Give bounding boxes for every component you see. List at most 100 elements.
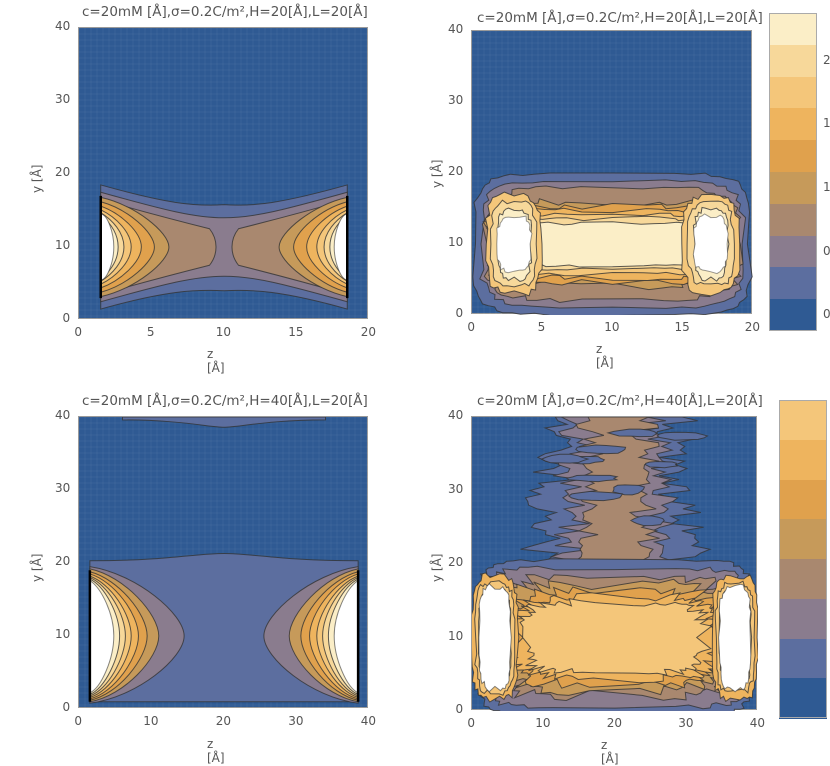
y-tick-label: 0 <box>62 311 71 325</box>
legend-label: 0.25 <box>823 307 830 322</box>
contour-band <box>644 460 679 469</box>
contour-band <box>518 597 713 676</box>
y-axis-label: y [Å] <box>430 159 444 189</box>
y-tick-label: 40 <box>448 408 464 422</box>
y-tick-label: 10 <box>55 627 71 641</box>
y-tick-label: 0 <box>62 700 71 714</box>
contour-plot <box>472 31 753 315</box>
legend-swatch <box>769 172 817 205</box>
y-tick-label: 40 <box>448 22 464 36</box>
legend-swatch <box>779 439 827 480</box>
contour-band <box>333 213 348 281</box>
y-tick-label: 0 <box>455 306 464 320</box>
contour-band <box>718 583 752 693</box>
y-tick-label: 30 <box>55 481 71 495</box>
contour-band <box>629 515 665 527</box>
chart-title: c=20mM [Å],σ=0.2C/m²,H=20[Å],L=20[Å] <box>477 10 763 26</box>
legend-swatch <box>769 299 817 332</box>
x-tick-label: 15 <box>288 325 304 339</box>
y-tick-label: 10 <box>55 238 71 252</box>
legend-swatch <box>779 678 827 719</box>
contour-band <box>496 215 533 274</box>
chart-title: c=20mM [Å],σ=0.2C/m²,H=20[Å],L=20[Å] <box>82 4 368 20</box>
legend-swatch <box>779 519 827 560</box>
y-tick-label: 30 <box>55 92 71 106</box>
x-axis-label: z [Å] <box>596 342 614 370</box>
color-legend: 2.25 1.75 1.25 0.75 0.25 <box>769 13 830 332</box>
x-tick-label: 0 <box>467 320 476 334</box>
x-tick-label: 10 <box>535 716 551 730</box>
legend-label: 2.25 <box>823 52 830 67</box>
x-tick-label: 20 <box>215 714 232 728</box>
legend-label: 1.25 <box>823 179 830 194</box>
y-axis-label: y [Å] <box>30 553 44 583</box>
legend-swatch <box>779 400 827 441</box>
x-tick-label: 5 <box>537 320 546 334</box>
x-tick-label: 10 <box>604 320 620 334</box>
legend-swatch <box>769 235 817 268</box>
x-tick-label: 40 <box>360 714 377 728</box>
y-tick-label: 20 <box>55 165 71 179</box>
contour-band <box>122 417 326 428</box>
y-tick-label: 40 <box>55 408 71 422</box>
contour-band <box>100 213 115 281</box>
legend-swatch <box>769 108 817 141</box>
y-tick-label: 10 <box>448 628 464 643</box>
x-tick-label: 20 <box>606 716 623 730</box>
legend-swatch <box>769 203 817 237</box>
contour-band <box>567 490 624 502</box>
y-axis-label: y [Å] <box>430 553 444 583</box>
contour-band <box>606 428 658 438</box>
x-axis-label: z [Å] <box>601 738 619 766</box>
x-tick-label: 30 <box>678 716 694 730</box>
x-tick-label: 10 <box>143 714 159 728</box>
chart-title: c=20mM [Å],σ=0.2C/m²,H=40[Å],L=20[Å] <box>82 393 368 409</box>
plot-area <box>471 30 753 315</box>
x-tick-label: 20 <box>360 325 377 339</box>
legend-swatch <box>779 479 827 520</box>
legend-swatch <box>769 76 817 109</box>
contour-band <box>575 444 627 455</box>
contour-band <box>540 453 590 464</box>
legend-label: 0.75 <box>823 243 830 258</box>
x-axis-label: z [Å] <box>207 737 225 765</box>
contour-plot <box>79 417 369 709</box>
contour-band <box>478 582 512 693</box>
legend-swatch <box>779 638 827 679</box>
y-tick-label: 10 <box>448 235 464 249</box>
contour-band <box>89 579 115 694</box>
x-tick-label: 0 <box>467 716 476 730</box>
plot-area <box>78 27 369 320</box>
contour-plot <box>79 28 369 320</box>
x-tick-label: 30 <box>288 714 304 728</box>
color-legend: 0.70.50.30.1 <box>779 400 827 719</box>
x-tick-label: 0 <box>74 325 83 339</box>
x-axis-label: z [Å] <box>207 347 225 375</box>
y-tick-label: 30 <box>448 481 464 496</box>
legend-label: 1.75 <box>823 116 830 131</box>
legend-swatch <box>769 140 817 173</box>
x-tick-label: 0 <box>74 714 83 728</box>
y-tick-label: 30 <box>448 93 464 107</box>
legend-swatch <box>779 559 827 600</box>
legend-swatch <box>769 267 817 300</box>
contour-band <box>656 431 709 441</box>
contour-plot <box>472 417 758 711</box>
x-tick-label: 15 <box>674 320 690 334</box>
x-tick-label: 20 <box>744 320 761 334</box>
legend-swatch <box>779 598 827 639</box>
x-tick-label: 5 <box>146 325 155 339</box>
chart-title: c=20mM [Å],σ=0.2C/m²,H=40[Å],L=20[Å] <box>477 393 763 409</box>
legend-swatch <box>769 44 817 78</box>
contour-band <box>612 484 646 496</box>
contour-band <box>333 579 359 694</box>
contour-band <box>565 474 619 483</box>
x-tick-label: 40 <box>749 716 766 730</box>
contour-band <box>692 213 729 275</box>
y-tick-label: 40 <box>55 19 71 33</box>
y-tick-label: 20 <box>448 555 464 569</box>
y-tick-label: 20 <box>55 554 71 568</box>
plot-area <box>471 416 758 711</box>
legend-swatch <box>769 13 817 46</box>
y-tick-label: 0 <box>455 702 464 716</box>
